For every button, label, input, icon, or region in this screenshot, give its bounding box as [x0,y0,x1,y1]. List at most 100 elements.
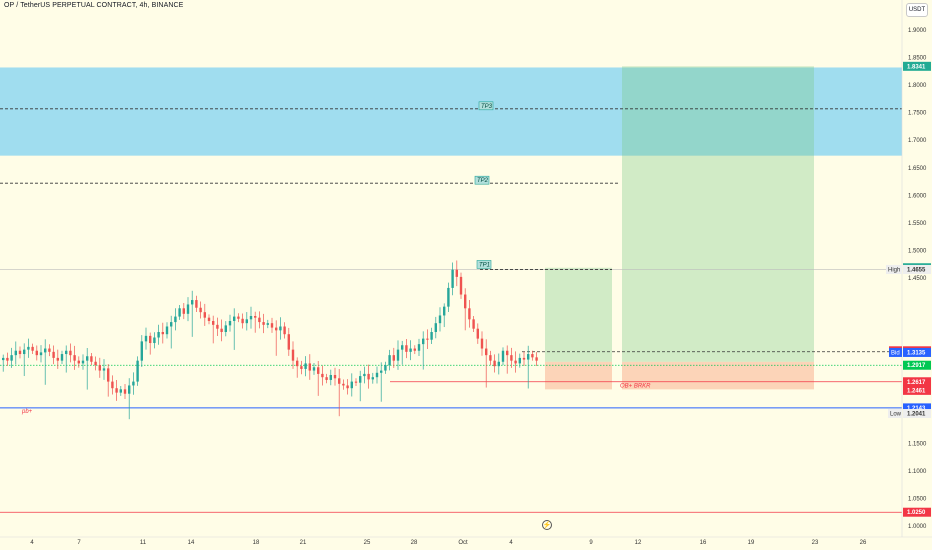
x-tick-label: 4 [30,540,34,546]
candle-body [132,381,135,386]
candle-body [18,350,22,355]
candle-body [350,381,353,389]
candle-body [434,323,437,333]
candle-body [396,349,400,361]
candle-body [245,319,248,324]
candle-body [338,378,341,384]
candle-body [2,357,5,361]
candle-body [94,361,97,366]
time-axis-area [0,537,932,550]
candle-body [329,374,332,380]
candle-body [128,385,131,394]
candle-body [14,350,17,356]
bid-side-label: Bid [891,350,900,356]
candle-body [472,319,475,329]
candle-body [119,389,122,393]
high-side-label: High [888,267,900,273]
candle-body [23,349,26,355]
candle-body [527,354,530,360]
candle-body [237,316,240,319]
price-label-support: 1.2143 [907,406,926,412]
high-side-label-box [886,264,902,274]
x-tick-label: 11 [140,540,147,546]
candle-body [31,346,34,351]
candle-body [354,381,358,383]
candle-body [212,320,215,325]
candle-body [178,308,181,317]
candle-body [514,360,517,364]
candle-body [283,326,286,335]
candle-body [317,367,320,374]
candle-body [388,355,391,366]
position-1-loss-zone [545,361,612,390]
low-side-label-box [888,409,902,419]
candle-body [413,348,416,351]
ob-brkr-label: OB+ BRKR [620,384,651,390]
x-tick-label: 9 [589,540,593,546]
y-tick-label: 1.7000 [908,138,927,144]
candle-body [224,325,227,333]
candle-body [77,360,80,364]
price-label-box [903,507,931,517]
position-1-profit-zone [545,267,612,362]
x-tick-label: Oct [458,540,468,546]
price-label-box [903,409,931,419]
candle-body [342,383,345,386]
bid-side-label-box [889,347,902,357]
x-tick-label: 28 [411,540,418,546]
candle-body [39,352,43,356]
candle-body [249,316,253,320]
pb-label: pb+ [21,409,33,415]
candle-body [90,356,93,362]
tp1-label-box [476,260,492,269]
candle-body [300,366,303,369]
candle-body [56,357,59,361]
tp3-label-box [478,101,494,111]
candle-body [266,323,269,325]
x-tick-label: 19 [748,540,755,546]
y-tick-label: 1.7500 [908,111,927,117]
candle-body [447,287,450,307]
candle-body [464,294,467,309]
candle-body [170,322,173,327]
lightning-icon[interactable]: ⚡ [542,520,552,530]
candle-body [497,361,500,367]
price-label-target: 1.8341 [907,64,926,70]
candle-body [291,349,295,361]
x-tick-label: 23 [812,540,819,546]
candle-body [287,334,290,350]
x-tick-label: 7 [77,540,81,546]
candle-body [480,338,484,349]
y-tick-label: 1.5000 [908,248,927,254]
candle-body [73,355,76,361]
candle-body [254,316,257,318]
candle-body [489,355,492,361]
candle-body [296,360,299,367]
tp2-label-box [474,175,490,185]
candle-body [321,373,324,378]
candle-body [493,360,496,367]
candle-body [203,312,206,318]
candle-body [111,381,114,389]
candle-body [468,308,471,320]
position-2-profit-zone [622,66,814,362]
candle-body [371,377,374,380]
candle-body [165,326,169,335]
candle-body [258,317,261,323]
x-tick-label: 4 [509,540,513,546]
candle-body [443,306,446,316]
price-label-box [903,403,931,413]
y-tick-label: 1.1500 [908,441,927,447]
y-tick-label: 1.1000 [908,469,927,475]
currency-button[interactable]: USDT [906,3,928,17]
y-tick-label: 1.8000 [908,83,927,89]
candle-body [262,322,265,325]
y-tick-label: 1.0500 [908,496,927,502]
price-label-box [903,264,931,274]
candle-body [153,337,156,344]
candle-body [44,348,47,353]
candle-body [115,388,118,393]
chart-title: OP / TetherUS PERPETUAL CONTRACT, 4h, BI… [4,2,184,9]
price-label-box [903,385,931,395]
